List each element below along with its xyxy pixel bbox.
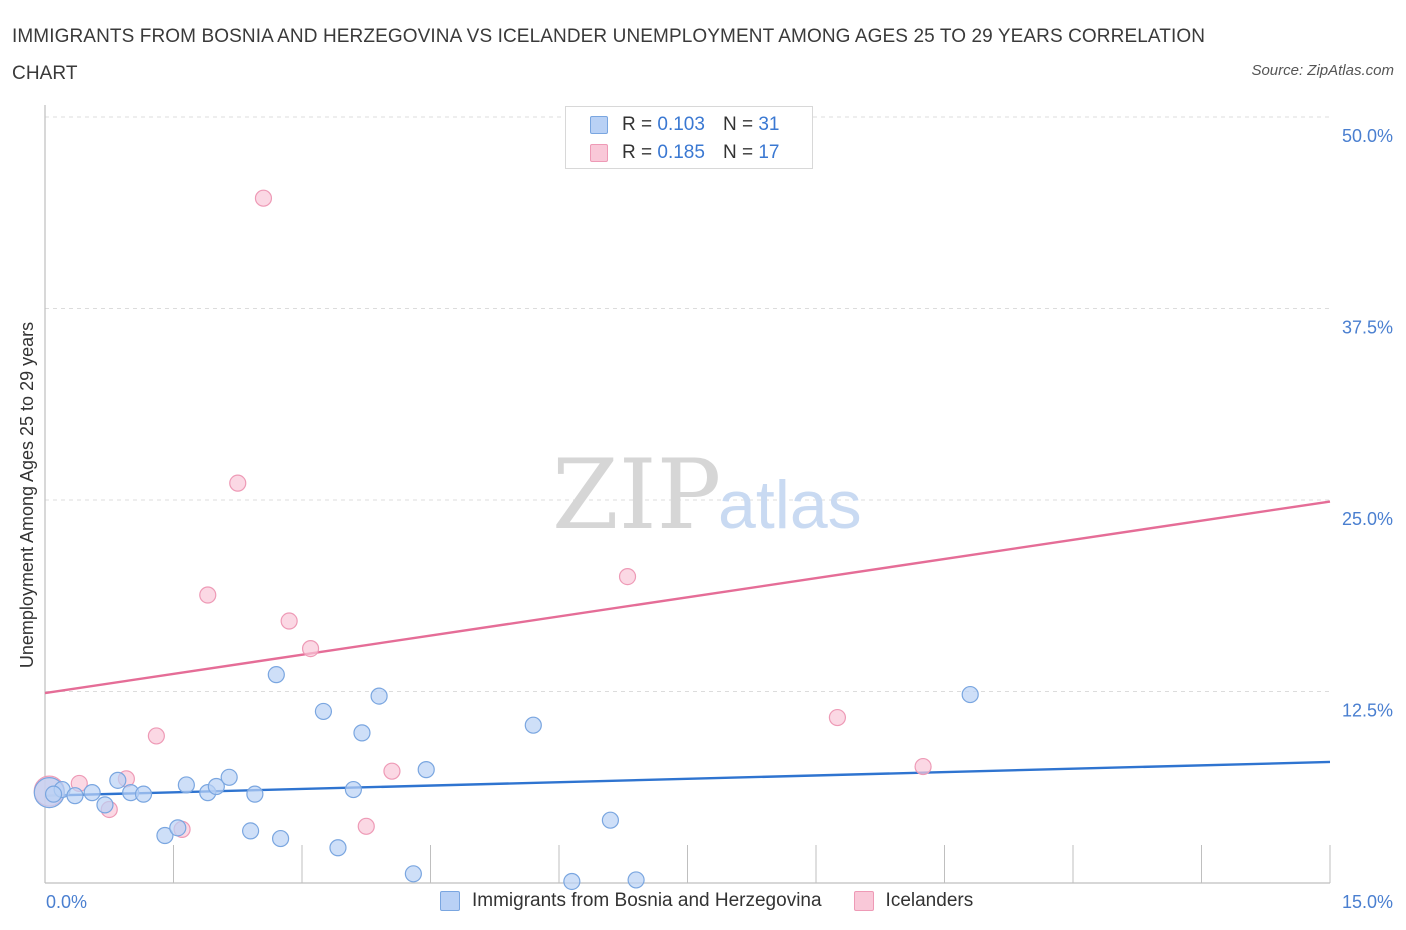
legend-r-value-icelanders: 0.185 bbox=[657, 142, 705, 163]
point-bosnia bbox=[353, 724, 371, 742]
point-icelanders bbox=[229, 474, 247, 492]
point-icelanders bbox=[914, 757, 932, 776]
watermark-atlas: atlas bbox=[718, 467, 862, 543]
point-bosnia bbox=[96, 796, 114, 814]
legend-n-label: N = bbox=[722, 114, 754, 135]
grid-lines bbox=[45, 116, 1330, 692]
point-icelanders bbox=[199, 586, 217, 604]
legend-n-value-bosnia: 31 bbox=[758, 114, 780, 135]
legend-n-label: N = bbox=[722, 142, 754, 163]
series-legend-bosnia[interactable]: Immigrants from Bosnia and Herzegovina bbox=[440, 890, 822, 912]
series-legend: Immigrants from Bosnia and Herzegovina I… bbox=[440, 890, 1005, 912]
point-bosnia bbox=[44, 785, 63, 803]
y-tick-label: 25.0% bbox=[1342, 509, 1393, 529]
point-bosnia bbox=[246, 785, 264, 803]
point-bosnia bbox=[601, 811, 620, 829]
trend-line-icelanders bbox=[44, 500, 1331, 695]
point-icelanders bbox=[828, 708, 847, 727]
y-tick-label: 12.5% bbox=[1342, 701, 1393, 721]
y-axis-label: Unemployment Among Ages 25 to 29 years bbox=[17, 322, 37, 668]
point-bosnia bbox=[370, 687, 388, 705]
point-bosnia bbox=[524, 716, 542, 734]
legend-row-icelanders: R = 0.185 N = 17 bbox=[590, 140, 779, 166]
point-icelanders bbox=[383, 762, 401, 780]
legend-r-value-bosnia: 0.103 bbox=[657, 114, 705, 135]
point-bosnia bbox=[66, 787, 84, 805]
point-bosnia bbox=[627, 871, 645, 889]
point-bosnia bbox=[563, 872, 581, 891]
source-credit: Source: ZipAtlas.com bbox=[1251, 62, 1394, 79]
axes bbox=[44, 105, 1331, 884]
point-bosnia bbox=[961, 685, 979, 704]
legend-swatch-icelanders bbox=[590, 144, 608, 162]
trend-line-bosnia bbox=[44, 760, 1331, 797]
point-bosnia bbox=[242, 822, 260, 840]
point-bosnia bbox=[109, 771, 127, 789]
legend-r-label: R = bbox=[622, 142, 653, 163]
point-icelanders bbox=[280, 612, 298, 630]
data-points bbox=[33, 109, 979, 891]
point-bosnia bbox=[220, 768, 238, 786]
point-bosnia bbox=[271, 829, 290, 848]
point-bosnia bbox=[177, 776, 195, 794]
point-bosnia bbox=[134, 785, 153, 803]
y-tick-label: 50.0% bbox=[1342, 126, 1393, 146]
correlation-legend: R = 0.103 N = 31 R = 0.185 N = 17 bbox=[565, 106, 813, 169]
point-icelanders bbox=[357, 817, 375, 835]
tick-labels: 12.5% 25.0% 37.5% 50.0% 0.0% 15.0% bbox=[46, 126, 1393, 912]
chart-title: IMMIGRANTS FROM BOSNIA AND HERZEGOVINA V… bbox=[12, 26, 1206, 84]
x-tick-label-max: 15.0% bbox=[1342, 892, 1393, 912]
point-bosnia bbox=[329, 839, 347, 857]
point-bosnia bbox=[344, 780, 362, 799]
series-swatch-icelanders bbox=[853, 891, 874, 911]
point-icelanders bbox=[147, 727, 165, 745]
series-swatch-bosnia bbox=[440, 891, 460, 911]
point-bosnia bbox=[207, 777, 225, 796]
point-bosnia bbox=[267, 666, 285, 684]
point-bosnia bbox=[169, 819, 187, 837]
legend-swatch-bosnia bbox=[590, 116, 608, 134]
point-icelanders bbox=[254, 189, 273, 207]
legend-n-value-icelanders: 17 bbox=[758, 142, 780, 163]
point-bosnia bbox=[404, 865, 422, 883]
watermark-zip: ZIP bbox=[552, 439, 721, 551]
point-bosnia bbox=[83, 784, 101, 802]
y-tick-label: 37.5% bbox=[1342, 318, 1393, 338]
series-legend-icelanders[interactable]: Icelanders bbox=[853, 890, 974, 912]
legend-r-label: R = bbox=[622, 114, 653, 135]
series-name-bosnia: Immigrants from Bosnia and Herzegovina bbox=[472, 890, 822, 911]
legend-row-bosnia: R = 0.103 N = 31 bbox=[590, 112, 779, 138]
x-tick-label-min: 0.0% bbox=[46, 892, 87, 912]
point-bosnia bbox=[156, 826, 174, 845]
point-bosnia bbox=[314, 702, 333, 721]
series-name-icelanders: Icelanders bbox=[885, 890, 974, 911]
point-icelanders bbox=[618, 567, 637, 586]
point-bosnia bbox=[417, 761, 435, 779]
point-icelanders bbox=[301, 640, 320, 658]
